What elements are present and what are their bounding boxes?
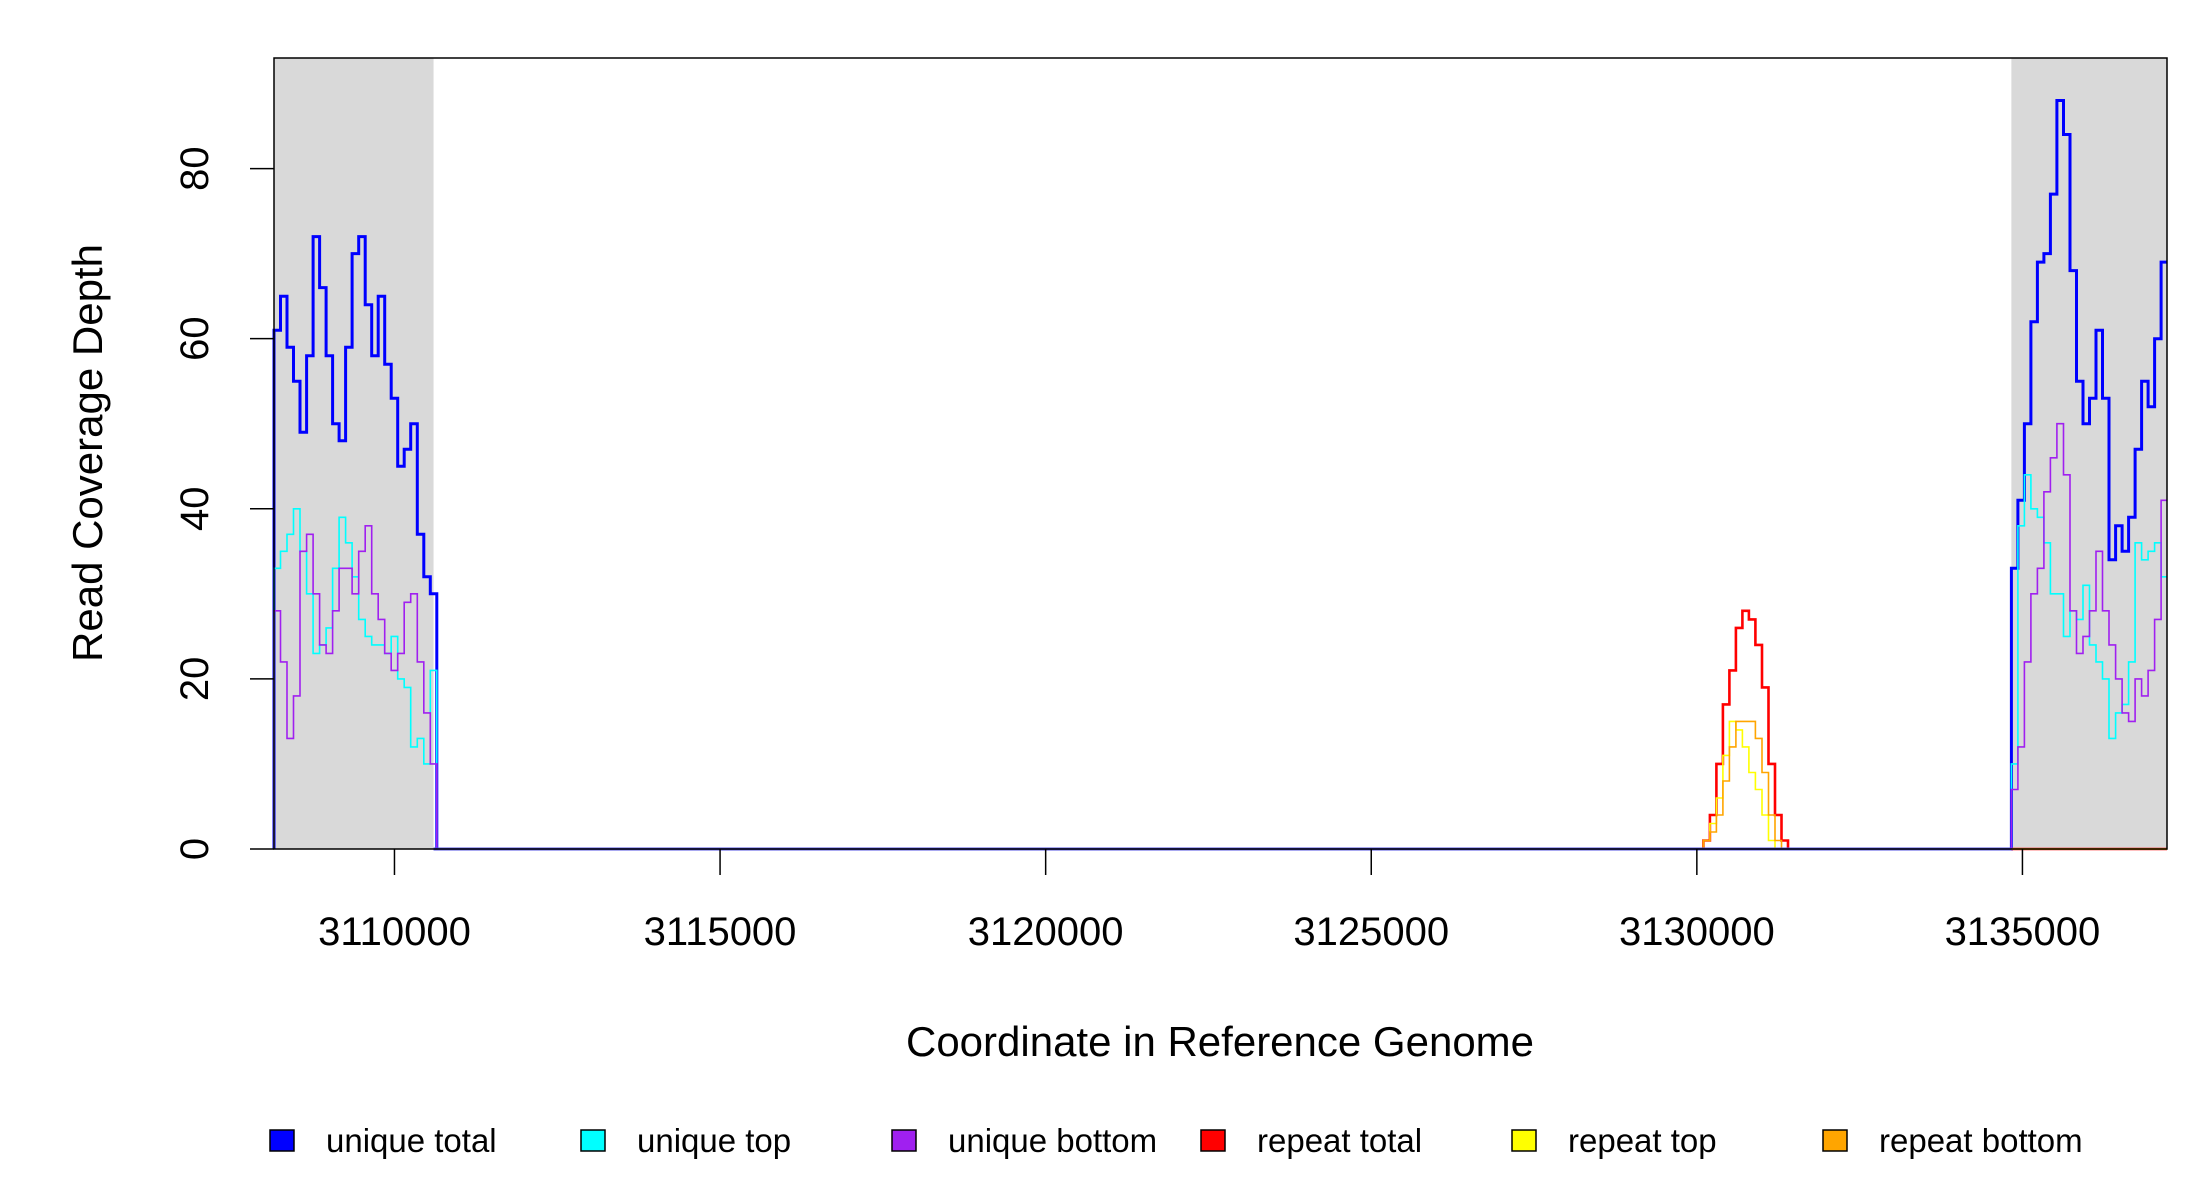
legend-label: repeat bottom bbox=[1879, 1122, 2083, 1159]
x-axis: 3110000 3115000 3120000 3125000 3130000 31350… bbox=[318, 849, 2100, 954]
x-tick-label: 3135000 bbox=[1945, 910, 2101, 954]
series-line-unique-bottom bbox=[273, 422, 2167, 850]
x-tick-label: 3120000 bbox=[968, 910, 1124, 954]
x-axis-title: Coordinate in Reference Genome bbox=[906, 1018, 1534, 1065]
plot-frame bbox=[273, 57, 2168, 850]
shaded-region bbox=[2011, 58, 2167, 849]
series-line-unique-top bbox=[273, 474, 2167, 850]
shaded-region bbox=[274, 58, 434, 849]
legend: unique total unique top unique bottom repea… bbox=[269, 1122, 2083, 1159]
shaded-regions bbox=[274, 58, 2167, 849]
x-tick-label: 3110000 bbox=[318, 910, 471, 954]
legend-label: repeat total bbox=[1257, 1122, 1422, 1159]
legend-swatch bbox=[1511, 1129, 1537, 1152]
series-line-unique-total bbox=[272, 99, 2167, 851]
legend-swatch bbox=[891, 1129, 917, 1152]
legend-swatch bbox=[269, 1129, 295, 1152]
y-tick-label: 60 bbox=[173, 316, 217, 361]
x-tick-label: 3130000 bbox=[1619, 910, 1775, 954]
legend-swatch bbox=[580, 1129, 606, 1152]
series-line-repeat-bottom bbox=[1702, 720, 2167, 850]
y-tick-label: 20 bbox=[173, 657, 217, 702]
x-tick-label: 3115000 bbox=[644, 910, 797, 954]
legend-swatch bbox=[1822, 1129, 1848, 1152]
legend-label: unique top bbox=[637, 1122, 791, 1159]
series-line-repeat-total bbox=[1702, 609, 2167, 851]
legend-swatch bbox=[1200, 1129, 1226, 1152]
y-axis-title: Read Coverage Depth bbox=[64, 244, 111, 662]
y-tick-label: 0 bbox=[173, 838, 217, 860]
y-axis: 0 20 40 60 80 bbox=[173, 146, 274, 860]
y-tick-label: 80 bbox=[173, 146, 217, 191]
series-lines bbox=[272, 99, 2167, 851]
y-tick-label: 40 bbox=[173, 487, 217, 531]
legend-label: repeat top bbox=[1568, 1122, 1717, 1159]
x-tick-label: 3125000 bbox=[1293, 910, 1449, 954]
legend-label: unique total bbox=[326, 1122, 497, 1159]
legend-label: unique bottom bbox=[948, 1122, 1157, 1159]
